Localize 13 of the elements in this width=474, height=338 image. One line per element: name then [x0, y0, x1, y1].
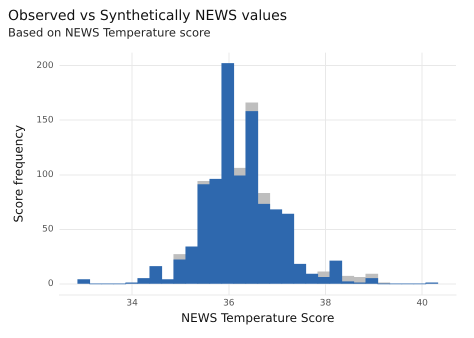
y-tick-label: 100 — [36, 170, 54, 180]
x-tick-label: 38 — [320, 298, 332, 309]
y-tick-label: 0 — [48, 279, 54, 290]
chart-title: Observed vs Synthetically NEWS values — [8, 8, 288, 24]
y-tick-label: 50 — [42, 224, 54, 235]
x-tick-label: 40 — [416, 298, 428, 309]
y-tick-label: 200 — [36, 61, 54, 72]
y-axis-title: Score frequency — [11, 124, 26, 223]
x-tick-label: 34 — [126, 298, 138, 309]
y-tick-label: 150 — [36, 116, 54, 126]
x-axis-title: NEWS Temperature Score — [181, 310, 334, 325]
x-tick-label: 36 — [223, 298, 235, 309]
chart-subtitle: Based on NEWS Temperature score — [8, 26, 211, 40]
